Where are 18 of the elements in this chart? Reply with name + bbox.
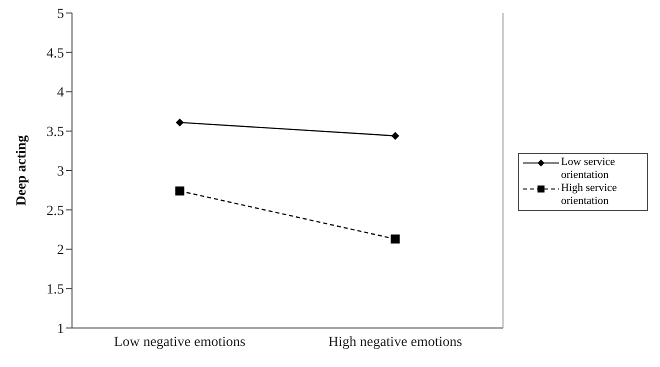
y-axis-title: Deep acting: [14, 135, 30, 206]
point: [390, 234, 400, 244]
y-tick-label: 1.5: [46, 282, 64, 298]
y-tick-label: 3: [57, 164, 64, 180]
y-tick-label: 4.5: [46, 46, 64, 62]
point: [391, 132, 400, 140]
x-tick-label: Low negative emotions: [114, 334, 246, 350]
x-tick-label: High negative emotions: [328, 334, 462, 350]
legend-label: High service orientation: [561, 182, 618, 208]
y-tick-label: 4: [57, 86, 64, 101]
y-tick-label: 2.5: [46, 204, 64, 219]
y-tick-label: 5: [57, 6, 64, 22]
y-tick-label: 2: [57, 243, 64, 258]
point: [176, 118, 184, 126]
y-tick-label: 1: [57, 322, 64, 337]
legend-label: Low service orientation: [561, 156, 616, 182]
y-tick-label: 3.5: [46, 125, 64, 140]
point: [175, 186, 184, 196]
